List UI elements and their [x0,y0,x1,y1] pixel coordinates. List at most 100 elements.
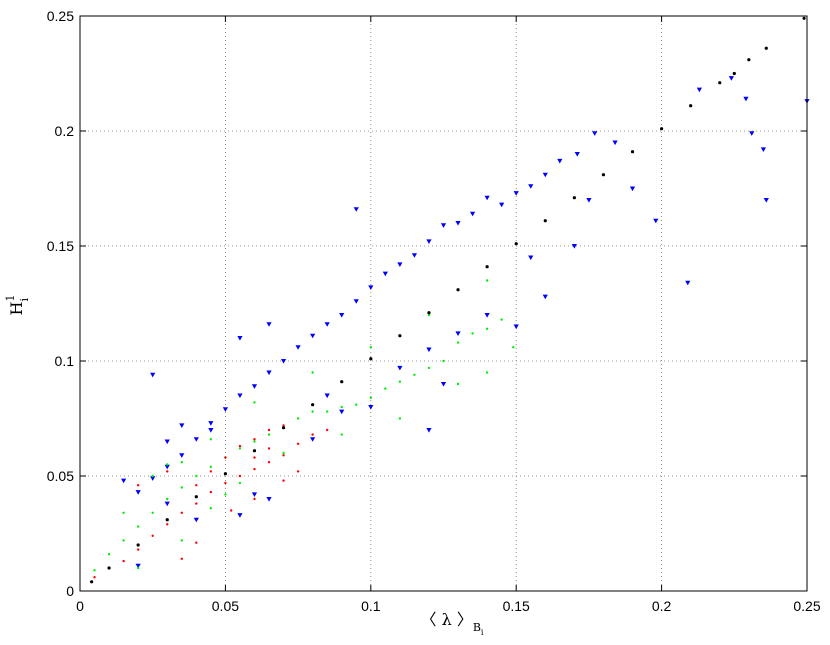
data-point [122,559,125,563]
data-point [456,288,460,292]
data-point [455,221,461,226]
data-point [763,198,769,203]
data-point [281,426,286,430]
data-point [353,207,359,212]
data-point [427,366,431,370]
data-point [543,219,547,223]
data-point [369,396,372,399]
data-point [397,365,403,371]
data-point [296,470,300,473]
data-point [660,127,664,131]
data-point [485,279,489,282]
data-point [485,371,489,374]
plot-frame [79,15,808,592]
data-point [122,539,125,542]
data-point [135,490,141,495]
data-point [224,493,227,496]
data-point [90,580,94,584]
data-point [282,451,285,455]
data-point [166,470,169,473]
series-1 [93,279,515,572]
data-point [251,492,258,497]
data-point [151,534,154,537]
axis-ticks [79,15,808,592]
data-point [653,218,659,224]
y-tick-label: 0.1 [55,353,75,369]
data-point [209,470,213,473]
x-tick-label: 0.05 [212,598,239,614]
data-point [382,271,388,277]
data-point [747,58,751,62]
data-point [324,393,330,399]
data-point [384,387,387,390]
data-point [136,484,140,487]
data-point [179,423,185,428]
data-point [612,140,618,146]
data-point [369,346,372,349]
data-point [685,280,691,286]
data-point [426,428,432,433]
y-tick-label: 0.25 [47,8,74,24]
data-point [195,484,198,487]
data-point [325,428,329,432]
y-tick-label: 0 [66,583,74,599]
data-point [93,576,96,579]
data-point [456,382,460,386]
y-tick-label: 0.05 [47,468,74,484]
data-point [253,467,256,471]
data-point [253,456,256,459]
data-point [253,440,256,443]
data-point [180,486,183,489]
data-point [266,322,272,327]
data-point [194,495,198,499]
data-point [311,410,314,413]
y-tick-labels: 0 0.05 0.1 0.15 0.2 0.25 [47,8,74,599]
data-point [339,409,345,415]
data-point [267,447,271,450]
data-point [195,541,198,544]
data-point [122,511,125,514]
data-point [732,71,736,76]
data-point [107,566,111,570]
data-point [251,384,258,389]
x-axis-label-main: 〈 λ 〉 [421,610,473,629]
data-point [267,433,271,436]
data-point [266,497,272,502]
y-axis-label: H1i [4,295,31,316]
data-point [528,184,534,189]
data-point [528,255,534,261]
data-point [296,442,300,445]
data-point [208,428,214,433]
data-point [455,331,461,336]
data-point [601,173,606,177]
data-point [440,382,447,387]
x-axis-label-subsub: i [481,628,484,637]
data-point [282,479,285,482]
data-point [427,313,431,317]
data-point [237,393,243,399]
data-point [413,373,416,376]
data-point [238,481,242,485]
data-point [485,327,489,330]
x-tick-label: 0.1 [361,598,381,614]
y-axis-label-sub: i [18,298,31,302]
data-point [499,202,505,208]
data-point [237,336,243,341]
data-point [557,158,563,164]
data-point [121,478,127,484]
plot-area [80,16,807,591]
data-point [209,507,213,510]
data-point [574,152,580,157]
data-point [180,511,183,514]
data-point [427,311,431,315]
x-axis-label-sub: B [473,621,481,634]
data-point [282,454,285,457]
data-point [311,371,314,374]
data-point [280,359,287,364]
data-point [442,359,445,363]
data-point [224,456,227,459]
data-point [180,461,183,464]
data-point [469,211,476,217]
data-point [586,198,592,203]
